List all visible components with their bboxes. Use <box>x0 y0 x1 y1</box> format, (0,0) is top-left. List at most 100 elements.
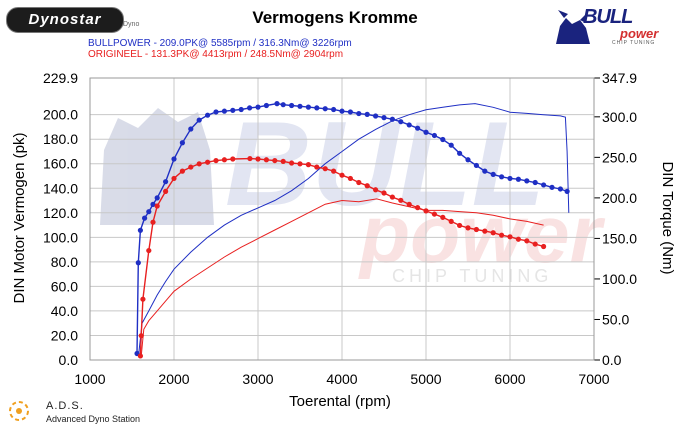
dynostar-logo: Dynostar <box>6 7 124 33</box>
bullpower-torque-point <box>135 260 141 266</box>
origineel-torque-point <box>448 218 454 224</box>
origineel-torque-point <box>381 190 387 196</box>
bullpower-torque-point <box>196 117 202 123</box>
origineel-torque-point <box>188 164 194 170</box>
origineel-torque-point <box>457 222 463 229</box>
origineel-torque-point <box>431 211 437 217</box>
bullpower-torque-point <box>305 104 311 110</box>
axes: 1000 2000 3000 4000 5000 6000 7000 0.0 20.0 40.0 6… <box>43 70 637 387</box>
x-tick-label: 6000 <box>494 371 525 387</box>
bullpower-torque-point <box>247 105 253 111</box>
bullpower-torque-point <box>490 171 496 177</box>
y-left-tick-label: 80.0 <box>51 254 78 270</box>
bullpower-torque-point <box>230 107 236 113</box>
origineel-torque-point <box>205 159 211 165</box>
y-right-tick-label: 250.0 <box>602 149 637 165</box>
origineel-torque-point <box>289 160 295 166</box>
y-left-tick-label: 140.0 <box>43 180 78 196</box>
x-tick-label: 5000 <box>410 371 441 387</box>
bullpower-torque-point <box>541 182 547 188</box>
origineel-torque-point <box>507 234 513 240</box>
y-right-tick-label: 100.0 <box>602 271 637 287</box>
bullpower-torque-point <box>188 126 194 132</box>
bullpower-torque-point <box>398 119 404 125</box>
bullpower-torque-point <box>406 122 412 128</box>
y-left-tick-label: 100.0 <box>43 229 78 245</box>
origineel-torque-point <box>171 175 177 182</box>
origineel-torque-point <box>347 175 353 182</box>
y-left-tick-label: 180.0 <box>43 131 78 147</box>
x-tick-label: 7000 <box>578 371 609 387</box>
bullpower-torque-point <box>356 110 362 117</box>
origineel-torque-point <box>196 161 202 167</box>
origineel-torque-point <box>230 156 236 162</box>
bullpower-torque-point <box>440 136 446 143</box>
origineel-torque-point <box>272 157 278 164</box>
origineel-torque-point <box>331 168 337 174</box>
brand-name: BULL <box>583 6 633 28</box>
origineel-torque-point <box>356 179 362 186</box>
page-title: Vermogens Kromme <box>252 8 418 27</box>
x-tick-label: 3000 <box>242 371 273 387</box>
ads-logo-icon <box>9 401 29 421</box>
origineel-torque-point <box>389 194 395 200</box>
origineel-torque-point <box>163 188 169 194</box>
bull-head-icon <box>556 10 590 44</box>
x-tick-label: 2000 <box>158 371 189 387</box>
bullpower-torque-point <box>549 184 555 190</box>
dynostar-logo-sub: Dyno <box>123 21 140 28</box>
y-right-tick-label: 300.0 <box>602 109 637 125</box>
bullpower-torque-point <box>331 106 337 113</box>
origineel-torque-point <box>150 219 156 225</box>
origineel-torque-point <box>280 158 286 165</box>
bullpower-summary: BULLPOWER - 209.0PK@ 5585rpm / 316.3Nm@ … <box>88 38 352 49</box>
origineel-torque-point <box>255 156 261 162</box>
bullpower-torque-point <box>564 188 570 194</box>
y-right-tick-label: 200.0 <box>602 190 637 206</box>
origineel-torque-point <box>305 162 311 168</box>
origineel-summary: ORIGINEEL - 131.3PK@ 4413rpm / 248.5Nm@ … <box>88 49 344 60</box>
bullpower-torque-point <box>532 179 538 186</box>
y-left-tick-label: 40.0 <box>51 303 78 319</box>
origineel-torque-point <box>154 203 160 209</box>
bullpower-torque-point <box>221 108 227 114</box>
origineel-torque-point <box>541 243 547 250</box>
bullpower-torque-point <box>163 179 169 185</box>
origineel-torque-point <box>406 201 412 207</box>
x-axis-label: Toerental (rpm) <box>289 393 391 410</box>
y-left-tick-label: 160.0 <box>43 156 78 172</box>
bullpower-torque-point <box>457 150 463 156</box>
origineel-power-line <box>140 198 544 357</box>
bullpower-torque-point <box>238 106 244 113</box>
origineel-torque-point <box>137 353 143 359</box>
origineel-torque-point <box>364 183 370 189</box>
bullpower-torque-point <box>205 112 211 118</box>
origineel-torque-point <box>179 168 185 174</box>
y-right-tick-label: 0.0 <box>602 352 622 368</box>
bullpower-torque-point <box>339 108 345 114</box>
bullpower-torque-point <box>322 106 328 112</box>
bullpower-torque-point <box>499 174 505 180</box>
bullpower-torque-point <box>274 101 280 107</box>
origineel-torque-point <box>213 157 219 164</box>
bullpower-torque-point <box>423 129 429 135</box>
y-right-tick-label: 50.0 <box>602 311 629 327</box>
x-tick-label: 1000 <box>74 371 105 387</box>
origineel-torque-point <box>314 164 320 170</box>
dynostar-logo-text: Dynostar <box>28 11 102 28</box>
origineel-torque-point <box>138 333 144 339</box>
origineel-torque-point <box>499 232 505 238</box>
bullpower-torque-point <box>142 215 148 221</box>
bullpower-torque-point <box>415 125 421 131</box>
brand-tagline: CHIP TUNING <box>612 40 656 46</box>
bullpower-torque-point <box>289 102 295 109</box>
y-axis-label-right: DIN Torque (Nm) <box>659 161 676 274</box>
bullpower-torque-point <box>263 102 269 109</box>
origineel-torque-point <box>515 236 522 242</box>
bullpower-torque-point <box>137 227 143 233</box>
origineel-torque-point <box>322 166 328 172</box>
y-right-tick-label: 347.9 <box>602 70 637 86</box>
origineel-torque-point <box>398 197 404 203</box>
series-layer <box>134 101 570 359</box>
origineel-torque-point <box>339 172 345 178</box>
